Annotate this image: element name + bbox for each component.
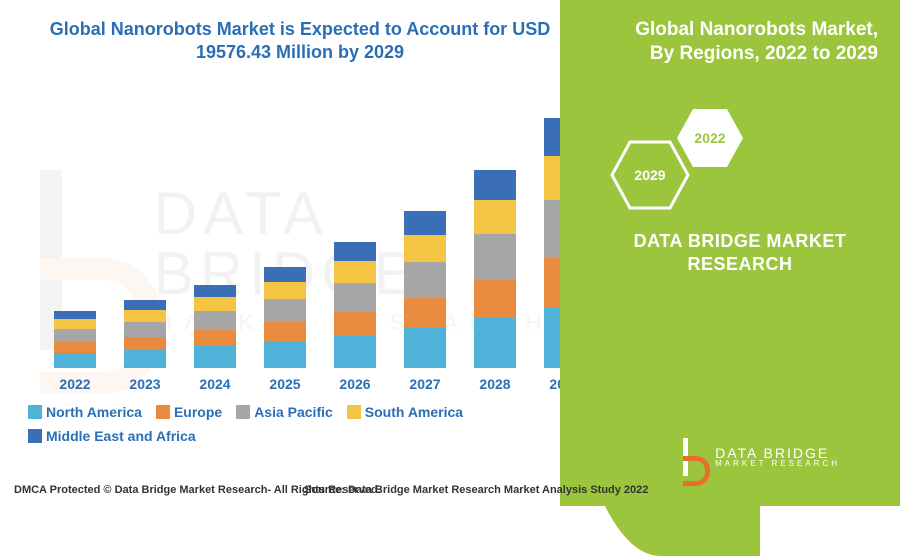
bar-segment <box>334 242 376 261</box>
bar-segment <box>334 312 376 336</box>
bar-segment <box>54 342 96 353</box>
bar-segment <box>404 235 446 262</box>
bar-segment <box>194 297 236 311</box>
bar-segment <box>474 234 516 280</box>
bar-slot <box>262 267 308 368</box>
bar <box>404 211 446 368</box>
bar-segment <box>474 200 516 234</box>
bar-segment <box>404 211 446 235</box>
bar <box>194 285 236 368</box>
bar-segment <box>124 310 166 322</box>
bar-segment <box>334 261 376 283</box>
bar-segment <box>474 318 516 368</box>
bar-segment <box>124 350 166 368</box>
bar-segment <box>404 298 446 328</box>
legend-label: Asia Pacific <box>254 404 333 420</box>
bar-segment <box>194 330 236 346</box>
bar-segment <box>334 283 376 312</box>
legend-item: South America <box>347 404 463 420</box>
footer-logo-line2: MARKET RESEARCH <box>715 460 840 468</box>
legend-label: Europe <box>174 404 222 420</box>
bar-segment <box>334 336 376 368</box>
right-panel: Global Nanorobots Market, By Regions, 20… <box>560 0 900 506</box>
x-axis-label: 2023 <box>122 376 168 392</box>
bar-segment <box>124 337 166 350</box>
legend: North America Europe Asia Pacific South Ame… <box>28 404 604 444</box>
bar-segment <box>474 280 516 318</box>
legend-label: South America <box>365 404 463 420</box>
bar-slot <box>122 300 168 368</box>
bar <box>474 170 516 368</box>
bar <box>124 300 166 368</box>
bar-segment <box>194 311 236 330</box>
bar-segment <box>264 282 306 299</box>
x-axis-labels: 20222023202420252026202720282029 <box>40 376 600 392</box>
bars-container <box>40 108 600 368</box>
bar-slot <box>52 311 98 368</box>
footer-source: Source: Data Bridge Market Research Mark… <box>304 484 648 496</box>
bar-segment <box>194 285 236 297</box>
x-axis-label: 2027 <box>402 376 448 392</box>
bar-segment <box>54 329 96 342</box>
right-title: Global Nanorobots Market, By Regions, 20… <box>608 18 878 66</box>
bar-segment <box>264 342 306 368</box>
bar-segment <box>54 319 96 329</box>
bar-segment <box>124 322 166 337</box>
footer-logo-line1: DATA BRIDGE <box>715 446 840 460</box>
left-panel: DATA BRIDGE MARKET RESEARCH Global Nanor… <box>0 0 600 506</box>
footer-logo: DATA BRIDGE MARKET RESEARCH <box>683 438 840 476</box>
bar-segment <box>474 170 516 200</box>
legend-item: Asia Pacific <box>236 404 333 420</box>
bar-segment <box>54 353 96 368</box>
legend-swatch <box>236 405 250 419</box>
legend-item: North America <box>28 404 142 420</box>
hex-year-2022: 2022 <box>676 108 744 168</box>
bar-segment <box>264 299 306 322</box>
hex-year-b-label: 2022 <box>694 130 725 146</box>
bar-segment <box>194 346 236 368</box>
bar-segment <box>54 311 96 319</box>
legend-item: Europe <box>156 404 222 420</box>
brand-label: DATA BRIDGE MARKET RESEARCH <box>620 230 860 277</box>
legend-item: Middle East and Africa <box>28 428 196 444</box>
bar-segment <box>264 267 306 282</box>
bar-segment <box>404 262 446 298</box>
bar <box>54 311 96 368</box>
hex-badge-group: 2029 2022 <box>610 100 790 220</box>
chart-area: 20222023202420252026202720282029 <box>40 88 600 398</box>
bar-slot <box>332 242 378 368</box>
bar-slot <box>192 285 238 368</box>
legend-swatch <box>347 405 361 419</box>
bar <box>264 267 306 368</box>
legend-label: North America <box>46 404 142 420</box>
legend-swatch <box>156 405 170 419</box>
x-axis-label: 2025 <box>262 376 308 392</box>
bar-slot <box>402 211 448 368</box>
bar-segment <box>264 322 306 342</box>
legend-swatch <box>28 429 42 443</box>
x-axis-label: 2026 <box>332 376 378 392</box>
legend-swatch <box>28 405 42 419</box>
bar-slot <box>472 170 518 368</box>
chart-title: Global Nanorobots Market is Expected to … <box>30 18 570 65</box>
x-axis-label: 2022 <box>52 376 98 392</box>
x-axis-label: 2028 <box>472 376 518 392</box>
bar <box>334 242 376 368</box>
x-axis-label: 2024 <box>192 376 238 392</box>
hex-year-a-label: 2029 <box>634 167 665 183</box>
legend-label: Middle East and Africa <box>46 428 196 444</box>
bar-segment <box>124 300 166 310</box>
footer-logo-icon <box>683 438 709 476</box>
bar-segment <box>404 328 446 368</box>
